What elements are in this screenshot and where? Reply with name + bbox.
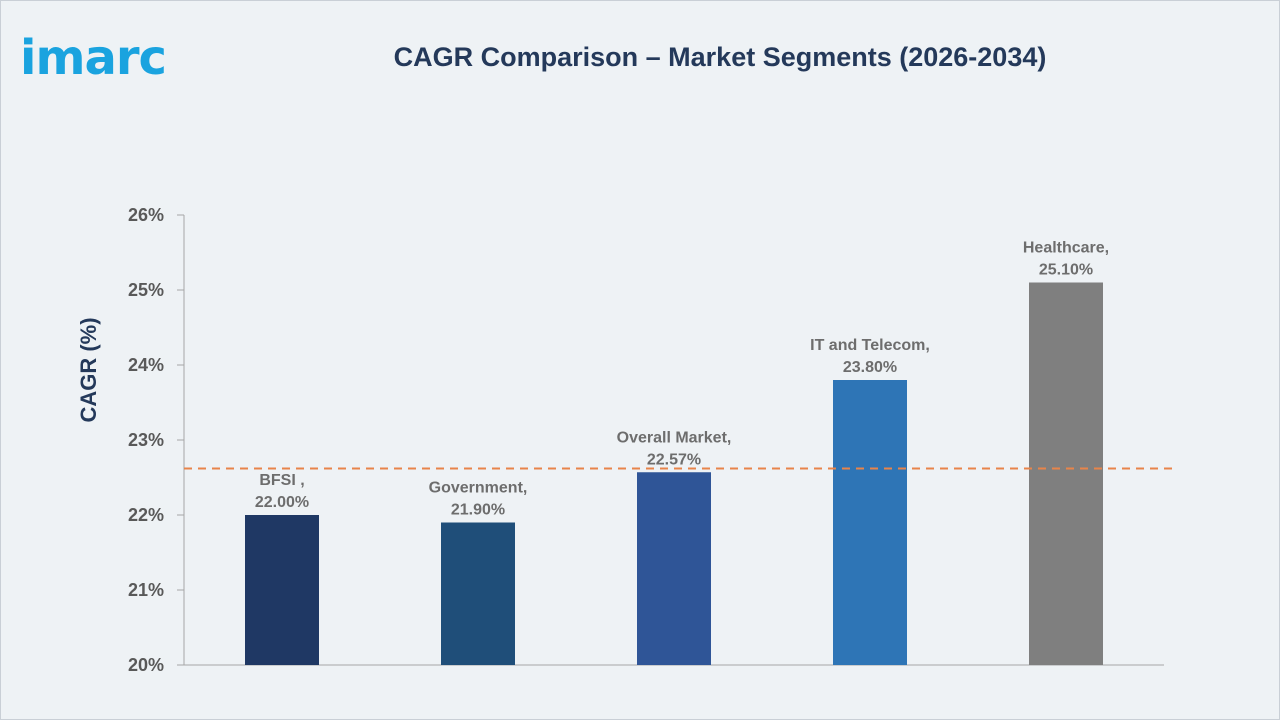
data-label-category: IT and Telecom, (810, 337, 930, 354)
bar-it-and-telecom (833, 380, 907, 665)
data-label-category: BFSI , (259, 472, 304, 489)
data-label-category: Government, (429, 480, 528, 497)
bar-overall-market (637, 472, 711, 665)
y-tick-label: 25% (128, 280, 164, 300)
y-tick-label: 24% (128, 355, 164, 375)
bar-government (441, 522, 515, 665)
y-tick-label: 26% (128, 205, 164, 225)
bar-healthcare (1029, 282, 1103, 665)
y-tick-label: 22% (128, 505, 164, 525)
imarc-logo: imarc (20, 30, 167, 86)
data-label-category: Healthcare, (1023, 240, 1109, 257)
y-axis-title: CAGR (%) (76, 317, 101, 422)
y-tick-label: 20% (128, 655, 164, 675)
y-tick-label: 23% (128, 430, 164, 450)
data-label-value: 25.10% (1039, 262, 1093, 279)
bar-bfsi (245, 515, 319, 665)
logo-text: imarc (20, 30, 166, 86)
data-label-value: 21.90% (451, 502, 505, 519)
chart-title: CAGR Comparison – Market Segments (2026-… (393, 42, 1047, 72)
data-label-category: Overall Market, (617, 429, 732, 446)
y-tick-label: 21% (128, 580, 164, 600)
data-label-value: 22.57% (647, 451, 701, 468)
data-label-value: 23.80% (843, 359, 897, 376)
data-label-value: 22.00% (255, 494, 309, 511)
